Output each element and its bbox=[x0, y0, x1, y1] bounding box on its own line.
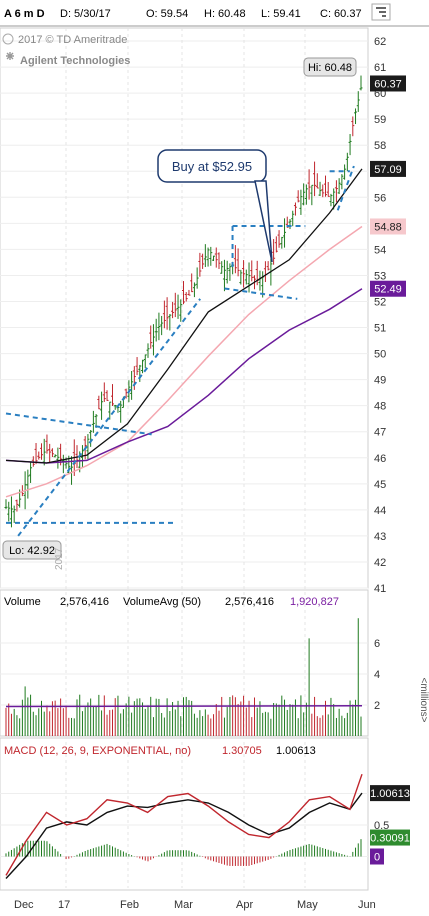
x-axis: Dec 17 Feb Mar Apr May Jun bbox=[14, 899, 376, 911]
macd-value2: 1.00613 bbox=[276, 745, 316, 757]
x-tick-label: Mar bbox=[174, 899, 193, 911]
volume-units: <millions> bbox=[418, 677, 429, 722]
header-bar bbox=[0, 0, 429, 26]
macd-marks: 1.00613 0.30091 0 bbox=[5, 773, 410, 879]
close-label: C: 60.37 bbox=[320, 8, 362, 20]
price-tick-label: 62 bbox=[374, 36, 386, 48]
macd-tick-label: 0.5 bbox=[374, 820, 389, 832]
price-tick-label: 42 bbox=[374, 557, 386, 569]
volume-avg-value: 2,576,416 bbox=[225, 596, 274, 608]
volume-tick-label: 6 bbox=[374, 638, 380, 650]
price-panel bbox=[0, 27, 369, 589]
volume-value: 2,576,416 bbox=[60, 596, 109, 608]
price-tick-label: 52 bbox=[374, 296, 386, 308]
hi-label: Hi: 60.48 bbox=[303, 57, 357, 77]
grid-lines bbox=[0, 28, 368, 888]
price-tag bbox=[370, 160, 406, 177]
macd-tag-text: 0.30091 bbox=[370, 833, 410, 845]
buy-callout-text: Buy at $52.95 bbox=[172, 159, 252, 174]
price-tick-label: 53 bbox=[374, 270, 386, 282]
price-tick-label: 61 bbox=[374, 62, 386, 74]
price-tick-label: 41 bbox=[374, 583, 386, 595]
watermark: 2017 © TD Ameritrade Agilent Technologie… bbox=[2, 33, 130, 67]
x-tick-label: Jun bbox=[358, 899, 376, 911]
moving-average-slow bbox=[5, 288, 363, 464]
trend-line bbox=[17, 298, 201, 537]
collapse-icon[interactable] bbox=[371, 3, 391, 21]
volume-marks bbox=[5, 618, 363, 736]
price-tag bbox=[370, 280, 406, 297]
macd-tag bbox=[370, 785, 410, 802]
high-label: H: 60.48 bbox=[204, 8, 246, 20]
annotations: Buy at $52.95 Hi: 60.48 Lo: 42.92 2017 bbox=[2, 57, 357, 570]
moving-average-mid bbox=[5, 225, 363, 498]
open-label: O: 59.54 bbox=[146, 8, 188, 20]
company-name: Agilent Technologies bbox=[20, 55, 130, 67]
price-marks bbox=[4, 75, 363, 537]
copyright-text: 2017 © TD Ameritrade bbox=[18, 34, 127, 46]
x-tick-label: Apr bbox=[236, 899, 253, 911]
price-tick-label: 46 bbox=[374, 453, 386, 465]
lo-label: Lo: 42.92 bbox=[2, 540, 62, 560]
macd-label: MACD (12, 26, 9, EXPONENTIAL, no) bbox=[4, 745, 191, 757]
macd-tag bbox=[370, 848, 384, 865]
agilent-logo-icon bbox=[6, 52, 14, 60]
volume-label: Volume bbox=[4, 596, 41, 608]
x-tick-label: Dec bbox=[14, 899, 34, 911]
trend-line bbox=[336, 165, 355, 211]
price-tag-text: 52.49 bbox=[374, 284, 402, 296]
price-tag bbox=[370, 75, 406, 92]
macd-tag-text: 0 bbox=[374, 852, 380, 864]
trend-line bbox=[5, 412, 152, 436]
x-tick-label: 17 bbox=[58, 899, 70, 911]
x-tick-label: Feb bbox=[120, 899, 139, 911]
trend-line bbox=[224, 287, 298, 300]
price-tick-label: 45 bbox=[374, 479, 386, 491]
price-tick-label: 51 bbox=[374, 323, 386, 335]
low-label: L: 59.41 bbox=[261, 8, 301, 20]
price-tag-text: 54.88 bbox=[374, 221, 402, 233]
macd-signal-line bbox=[5, 792, 363, 879]
price-axis: 6261605958575655545352515049484746454443… bbox=[374, 36, 386, 595]
moving-average-fast bbox=[5, 168, 363, 464]
price-tag-text: 57.09 bbox=[374, 164, 402, 176]
price-tick-label: 58 bbox=[374, 140, 386, 152]
x-tick-label: May bbox=[297, 899, 318, 911]
volume-tick-label: 4 bbox=[374, 669, 380, 681]
volume-avg-value2: 1,920,827 bbox=[290, 596, 339, 608]
macd-tag-text: 1.00613 bbox=[370, 788, 410, 800]
price-tags: 60.37 57.09 54.88 52.49 bbox=[370, 75, 406, 297]
price-tick-label: 56 bbox=[374, 192, 386, 204]
price-tick-label: 50 bbox=[374, 349, 386, 361]
price-tick-label: 49 bbox=[374, 375, 386, 387]
buy-callout[interactable]: Buy at $52.95 bbox=[157, 149, 273, 263]
macd-value1: 1.30705 bbox=[222, 745, 262, 757]
hi-label-text: Hi: 60.48 bbox=[308, 62, 352, 74]
price-tick-label: 43 bbox=[374, 531, 386, 543]
macd-panel bbox=[0, 737, 369, 891]
macd-tag bbox=[370, 829, 410, 846]
volume-avg-label: VolumeAvg (50) bbox=[123, 596, 201, 608]
lo-label-text: Lo: 42.92 bbox=[9, 545, 55, 557]
price-tag bbox=[370, 218, 406, 235]
price-tick-label: 54 bbox=[374, 244, 386, 256]
price-tick-label: 48 bbox=[374, 401, 386, 413]
price-tick-label: 47 bbox=[374, 427, 386, 439]
price-tick-label: 59 bbox=[374, 114, 386, 126]
volume-tick-label: 2 bbox=[374, 700, 380, 712]
price-tick-label: 44 bbox=[374, 505, 386, 517]
symbol-label[interactable]: A 6 m D bbox=[4, 8, 45, 20]
volume-average-line bbox=[5, 705, 363, 708]
macd-line bbox=[5, 773, 363, 876]
year-label: 2017 bbox=[54, 547, 65, 570]
info-icon[interactable] bbox=[2, 33, 14, 45]
date-label: D: 5/30/17 bbox=[60, 8, 111, 20]
price-tag-text: 60.37 bbox=[374, 78, 402, 90]
